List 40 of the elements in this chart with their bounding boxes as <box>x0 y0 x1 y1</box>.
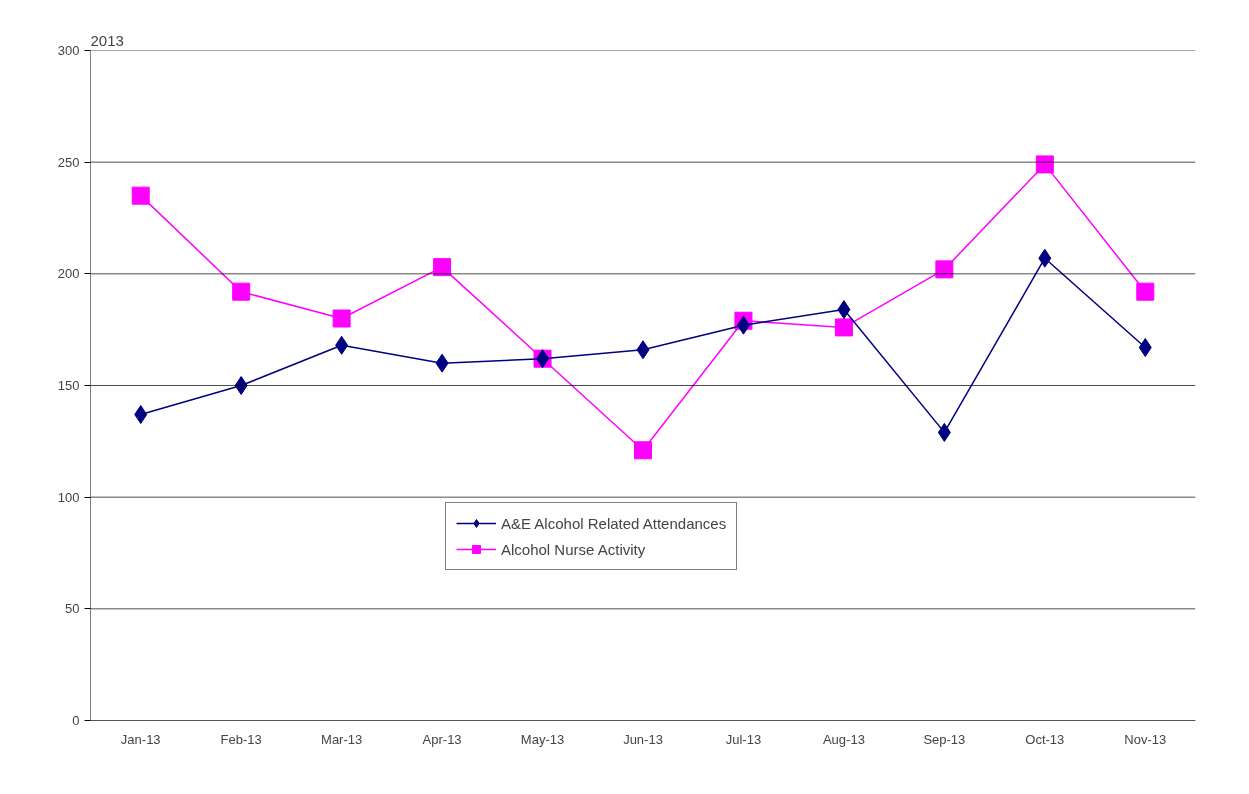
x-tick-label: Jul-13 <box>725 731 762 747</box>
x-tick-label: Nov-13 <box>1124 731 1167 747</box>
y-tick-label: 0 <box>72 713 80 728</box>
point <box>634 441 652 460</box>
x-tick-label: Sep-13 <box>923 731 966 747</box>
point <box>935 260 954 279</box>
point <box>131 186 150 205</box>
x-tick-label: Aug-13 <box>822 731 865 747</box>
point <box>332 309 351 328</box>
y-tick-label: 200 <box>57 266 80 282</box>
y-tick-label: 250 <box>57 154 80 170</box>
x-tick-label: Jun-13 <box>623 731 663 747</box>
x-tick-label: Mar-13 <box>321 731 363 747</box>
x-tick-label: May-13 <box>520 731 565 747</box>
point <box>1138 338 1152 358</box>
point <box>232 282 251 301</box>
point <box>134 405 148 425</box>
point <box>435 353 449 373</box>
y-tick-label: 50 <box>65 601 80 617</box>
point <box>1136 282 1155 301</box>
legend-label: Alcohol Nurse Activity <box>501 540 646 558</box>
x-tick-label: Apr-13 <box>422 731 462 747</box>
point <box>234 376 248 395</box>
x-tick-label: Jan-13 <box>120 731 161 747</box>
point <box>335 335 349 355</box>
point <box>834 318 853 337</box>
legend-label: A&E Alcohol Related Attendances <box>501 514 727 532</box>
point <box>736 315 750 335</box>
point <box>636 340 650 360</box>
point <box>937 422 951 442</box>
y-tick-label: 300 <box>57 43 80 58</box>
point <box>433 258 452 277</box>
y-tick-label: 100 <box>57 489 80 505</box>
point <box>1038 248 1052 268</box>
point <box>1035 155 1054 174</box>
chart-title: 2013 <box>90 31 124 49</box>
x-tick-label: Oct-13 <box>1025 731 1065 747</box>
point <box>837 300 851 320</box>
x-tick-label: Feb-13 <box>220 731 262 747</box>
y-tick-label: 150 <box>57 378 80 393</box>
